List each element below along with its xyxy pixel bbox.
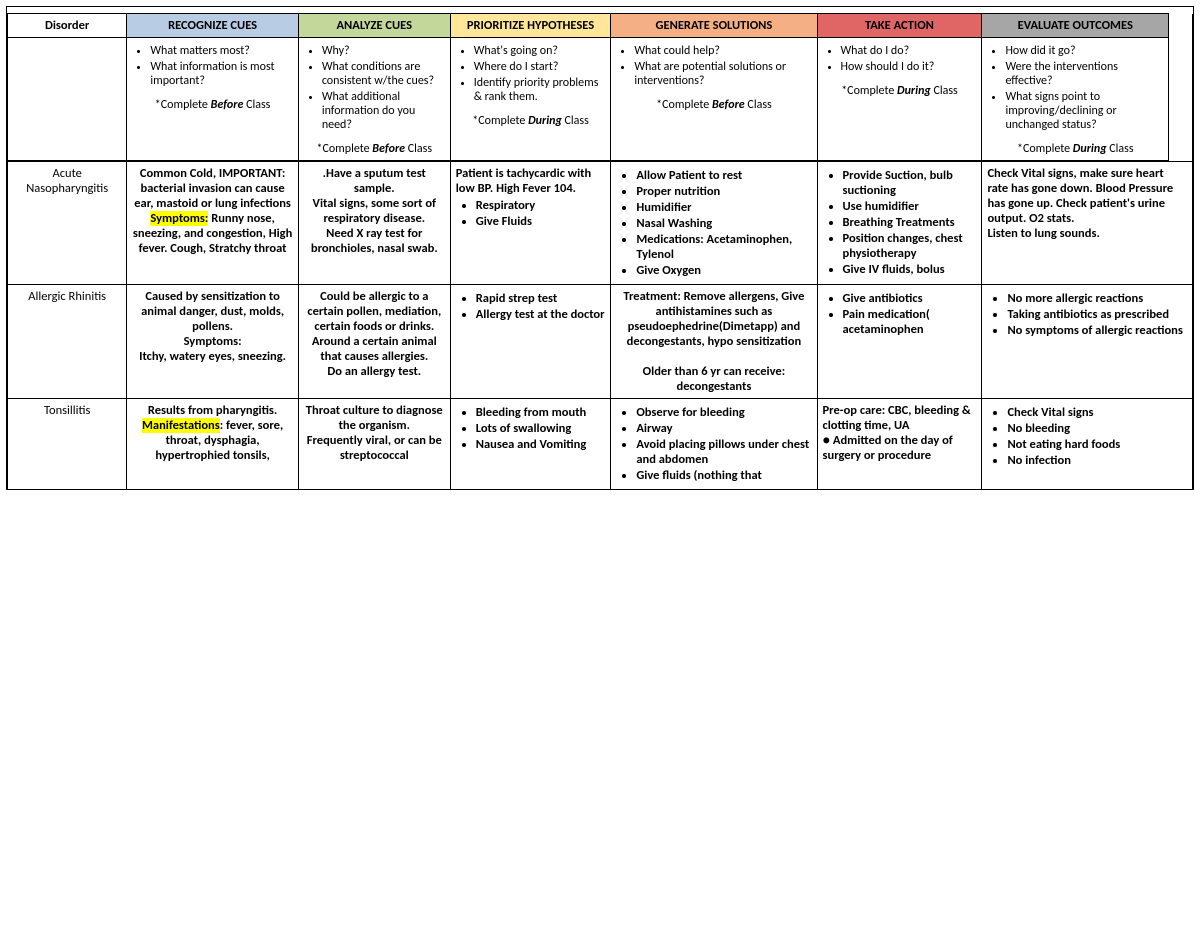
cell-generate: Observe for bleedingAirwayAvoid placing … [611, 399, 817, 490]
table-row: Acute NasopharyngitisCommon Cold, IMPORT… [8, 162, 1193, 285]
complete-note-generate: *Complete Before Class [616, 98, 811, 112]
question-item: How did it go? [1005, 44, 1163, 58]
cell-take: Give antibioticsPain medication( acetami… [817, 285, 982, 399]
question-item: What matters most? [150, 44, 292, 58]
complete-note-recognize: *Complete Before Class [132, 98, 292, 112]
col-header-disorder: Disorder [8, 14, 127, 38]
col-header-prioritize: PRIORITIZE HYPOTHESES [450, 14, 611, 38]
questions-analyze: Why? What conditions are consistent w/the… [298, 38, 450, 161]
cell-take: Provide Suction, bulb suctioningUse humi… [817, 162, 982, 285]
questions-evaluate: How did it go? Were the interventions eff… [982, 38, 1169, 161]
questions-recognize: What matters most? What information is mo… [127, 38, 298, 161]
questions-generate: What could help? What are potential solut… [611, 38, 817, 161]
questions-take: What do I do? How should I do it? *Comple… [817, 38, 982, 161]
question-item: What conditions are consistent w/the cue… [322, 60, 445, 88]
body-table: Acute NasopharyngitisCommon Cold, IMPORT… [7, 161, 1193, 489]
table-row: Allergic RhinitisCaused by sensitization… [8, 285, 1193, 399]
cell-recognize: Common Cold, IMPORTANT: bacterial invasi… [127, 162, 298, 285]
cell-analyze: Could be allergic to a certain pollen, m… [298, 285, 450, 399]
question-item: Why? [322, 44, 445, 58]
cell-analyze: Throat culture to diagnose the organism.… [298, 399, 450, 490]
col-header-generate: GENERATE SOLUTIONS [611, 14, 817, 38]
cell-take: Pre-op care: CBC, bleeding & clotting ti… [817, 399, 982, 490]
document-frame: Disorder RECOGNIZE CUES ANALYZE CUES PRI… [6, 6, 1194, 490]
cell-recognize: Caused by sensitization to animal danger… [127, 285, 298, 399]
question-item: What information is most important? [150, 60, 292, 88]
cell-generate: Treatment: Remove allergens, Give antihi… [611, 285, 817, 399]
cell-analyze: .Have a sputum test sample.Vital signs, … [298, 162, 450, 285]
disorder-label: Tonsillitis [8, 399, 127, 490]
complete-note-take: *Complete During Class [823, 84, 977, 98]
col-header-take: TAKE ACTION [817, 14, 982, 38]
question-item: Where do I start? [474, 60, 606, 74]
cell-generate: Allow Patient to restProper nutritionHum… [611, 162, 817, 285]
complete-note-prioritize: *Complete During Class [456, 114, 606, 128]
header-row: Disorder RECOGNIZE CUES ANALYZE CUES PRI… [8, 14, 1193, 38]
cell-evaluate: Check Vital signs, make sure heart rate … [982, 162, 1193, 285]
question-item: What additional information do you need? [322, 90, 445, 132]
cell-evaluate: No more allergic reactionsTaking antibio… [982, 285, 1193, 399]
cell-prioritize: Patient is tachycardic with low BP. High… [450, 162, 611, 285]
disorder-label: Allergic Rhinitis [8, 285, 127, 399]
questions-disorder-blank [8, 38, 127, 161]
question-item: What signs point to improving/declining … [1005, 90, 1163, 132]
question-item: Identify priority problems & rank them. [474, 76, 606, 104]
col-header-recognize: RECOGNIZE CUES [127, 14, 298, 38]
questions-row: What matters most? What information is mo… [8, 38, 1193, 161]
complete-note-analyze: *Complete Before Class [304, 142, 445, 156]
cell-recognize: Results from pharyngitis.Manifestations:… [127, 399, 298, 490]
question-item: Were the interventions effective? [1005, 60, 1163, 88]
cell-evaluate: Check Vital signsNo bleedingNot eating h… [982, 399, 1193, 490]
question-item: What's going on? [474, 44, 606, 58]
cell-prioritize: Bleeding from mouthLots of swallowingNau… [450, 399, 611, 490]
nursing-judgment-table: Disorder RECOGNIZE CUES ANALYZE CUES PRI… [7, 13, 1193, 161]
complete-note-evaluate: *Complete During Class [987, 142, 1163, 156]
disorder-label: Acute Nasopharyngitis [8, 162, 127, 285]
question-item: How should I do it? [841, 60, 977, 74]
spacer [1169, 14, 1193, 161]
cell-prioritize: Rapid strep testAllergy test at the doct… [450, 285, 611, 399]
col-header-analyze: ANALYZE CUES [298, 14, 450, 38]
questions-prioritize: What's going on? Where do I start? Identif… [450, 38, 611, 161]
question-item: What do I do? [841, 44, 977, 58]
question-item: What are potential solutions or interven… [634, 60, 811, 88]
table-row: TonsillitisResults from pharyngitis.Mani… [8, 399, 1193, 490]
question-item: What could help? [634, 44, 811, 58]
col-header-evaluate: EVALUATE OUTCOMES [982, 14, 1169, 38]
